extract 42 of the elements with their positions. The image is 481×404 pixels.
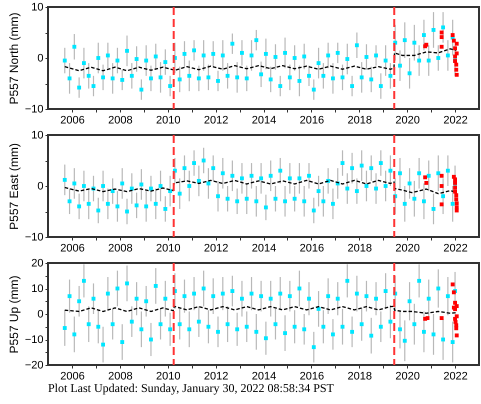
y-tick-label: 10 bbox=[31, 2, 44, 14]
x-tick-label: 2012 bbox=[204, 370, 228, 382]
x-tick-label: 2008 bbox=[108, 370, 133, 382]
x-tick-label: 2006 bbox=[60, 242, 85, 254]
x-tick-label: 2016 bbox=[300, 242, 324, 254]
x-tick-label: 2010 bbox=[156, 242, 180, 254]
y-axis-title: P557 North (mm) bbox=[6, 12, 21, 105]
x-tick-label: 2020 bbox=[395, 242, 420, 254]
x-tick-label: 2016 bbox=[300, 370, 324, 382]
x-tick-label: 2010 bbox=[156, 370, 180, 382]
y-tick-label: 0 bbox=[37, 308, 44, 320]
x-tick-label: 2018 bbox=[348, 114, 372, 126]
x-tick-label: 2022 bbox=[443, 242, 468, 254]
x-tick-label: 2008 bbox=[108, 242, 133, 254]
x-tick-label: 2018 bbox=[348, 242, 372, 254]
x-tick-label: 2006 bbox=[60, 114, 85, 126]
y-axis-title: P557 East (mm) bbox=[6, 143, 21, 230]
y-tick-label: −10 bbox=[24, 104, 44, 116]
x-tick-label: 2012 bbox=[204, 242, 228, 254]
x-tick-label: 2018 bbox=[348, 370, 372, 382]
y-tick-label: 10 bbox=[31, 283, 44, 295]
text: Plot Last Updated: Sunday, January 30, 2022 08:58:34 PST bbox=[48, 381, 335, 395]
y-tick-label: −10 bbox=[24, 232, 44, 244]
x-tick-label: 2014 bbox=[252, 370, 276, 382]
y-tick-label: −10 bbox=[24, 334, 44, 346]
x-tick-label: 2012 bbox=[204, 114, 228, 126]
y-axis-title: P557 Up (mm) bbox=[6, 275, 21, 354]
x-tick-label: 2020 bbox=[395, 370, 420, 382]
x-tick-label: 2014 bbox=[252, 242, 276, 254]
y-tick-label: 0 bbox=[37, 180, 44, 192]
x-tick-label: 2006 bbox=[60, 370, 85, 382]
y-tick-label: 20 bbox=[31, 258, 44, 270]
y-tick-label: 0 bbox=[37, 52, 44, 64]
x-tick-label: 2010 bbox=[156, 114, 180, 126]
x-tick-label: 2008 bbox=[108, 114, 133, 126]
y-tick-label: −20 bbox=[24, 360, 44, 372]
x-tick-label: 2022 bbox=[443, 370, 468, 382]
x-tick-label: 2014 bbox=[252, 114, 276, 126]
x-tick-label: 2020 bbox=[395, 114, 420, 126]
x-tick-label: 2022 bbox=[443, 114, 468, 126]
y-tick-label: 10 bbox=[31, 130, 44, 142]
x-tick-label: 2016 bbox=[300, 114, 324, 126]
